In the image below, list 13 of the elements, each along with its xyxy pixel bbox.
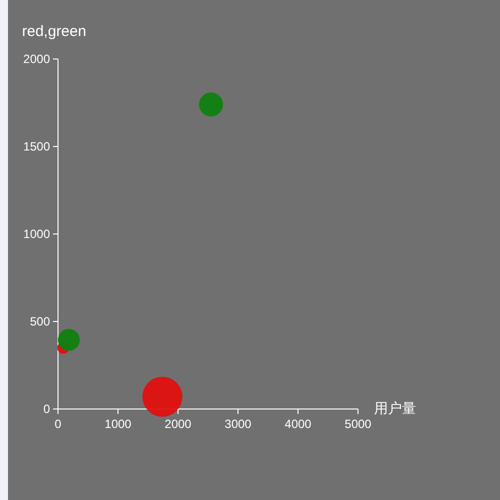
x-axis-title: 用户量 bbox=[374, 400, 416, 416]
y-tick-label: 2000 bbox=[23, 52, 50, 66]
y-tick-label: 1500 bbox=[23, 140, 50, 154]
x-tick-label: 2000 bbox=[164, 417, 192, 431]
x-tick-label: 4000 bbox=[284, 417, 312, 431]
x-tick-label: 0 bbox=[54, 417, 62, 431]
y-tick-label: 0 bbox=[43, 402, 50, 416]
x-tick-label: 5000 bbox=[344, 417, 372, 431]
y-tick-label: 500 bbox=[30, 314, 50, 328]
y-tick-label: 1000 bbox=[23, 227, 50, 241]
x-tick-label: 1000 bbox=[104, 417, 132, 431]
chart-title: red,green bbox=[22, 23, 86, 40]
x-tick-label: 3000 bbox=[224, 417, 252, 431]
